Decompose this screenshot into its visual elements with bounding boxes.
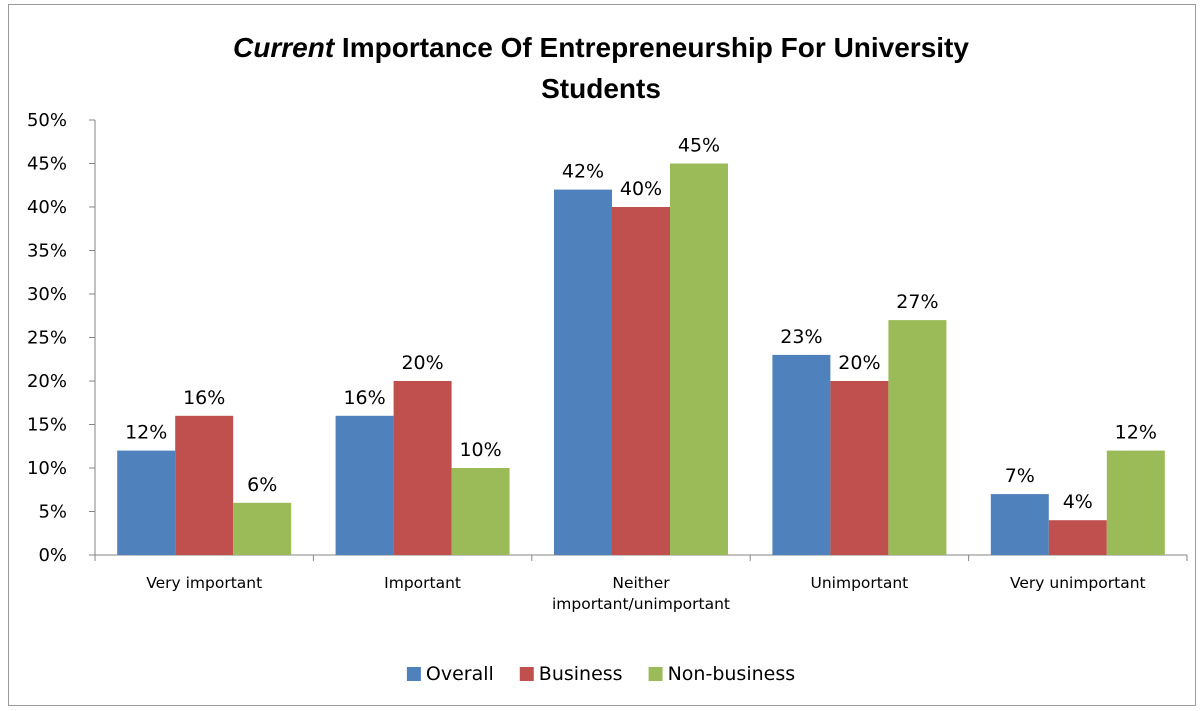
legend-label: Business — [539, 663, 623, 685]
data-label: 40% — [620, 178, 662, 200]
bar — [1106, 450, 1165, 555]
y-tick-label: 45% — [27, 154, 67, 175]
bar — [772, 354, 831, 555]
data-label: 23% — [780, 326, 822, 348]
y-tick-label: 50% — [27, 110, 67, 131]
y-tick-label: 15% — [27, 415, 67, 436]
bar — [990, 494, 1049, 555]
y-tick-label: 0% — [38, 545, 67, 566]
legend-swatch — [648, 667, 663, 681]
y-tick-label: 30% — [27, 284, 67, 305]
legend-label: Overall — [426, 663, 494, 685]
bar — [117, 450, 176, 555]
y-tick-label: 10% — [27, 458, 67, 479]
bar — [612, 207, 670, 555]
x-category-label: Very important — [146, 574, 262, 592]
data-label: 12% — [1115, 422, 1157, 444]
y-axis: 0% 5% 10% 15% 20% 25% 30% 35% 40% 45% 50% — [27, 110, 96, 566]
x-category-label: Important — [384, 574, 461, 592]
bar — [888, 320, 947, 555]
data-label: 20% — [401, 352, 443, 374]
y-tick-label: 5% — [38, 502, 67, 523]
data-label: 10% — [459, 439, 501, 461]
data-label: 27% — [896, 291, 938, 313]
bar — [451, 468, 510, 555]
data-label: 4% — [1063, 491, 1093, 513]
data-labels: 12% 16% 6% 16% 20% 10% 42% 40% 45% 23% 20% 27% 7% 4% 1… — [125, 135, 1157, 514]
data-label: 16% — [343, 387, 385, 409]
y-tick-label: 40% — [27, 197, 67, 218]
bar — [830, 381, 889, 555]
bars — [117, 163, 1165, 555]
bar — [233, 502, 292, 555]
x-category-label: Very unimportant — [1010, 574, 1146, 592]
y-tick-label: 25% — [27, 328, 67, 349]
y-tick-label: 20% — [27, 371, 67, 392]
data-label: 7% — [1005, 465, 1035, 487]
y-tick-label: 35% — [27, 241, 67, 262]
chart-title-line2: Students — [541, 73, 661, 104]
x-axis: Very important Important Neither important/… — [94, 554, 1188, 613]
bar — [335, 415, 394, 555]
chart-title-rest: Importance Of Entrepreneurship For Unive… — [334, 32, 969, 63]
legend-swatch — [406, 667, 421, 681]
data-label: 12% — [125, 422, 167, 444]
bar — [554, 189, 612, 555]
bar — [175, 415, 234, 555]
legend-swatch — [519, 667, 534, 681]
data-label: 42% — [562, 161, 604, 183]
legend-label: Non-business — [668, 663, 796, 685]
x-category-label: Neither important/unimportant — [552, 574, 730, 613]
data-label: 6% — [247, 474, 277, 496]
data-label: 16% — [183, 387, 225, 409]
legend: Overall Business Non-business — [406, 663, 796, 685]
x-category-label: Unimportant — [811, 574, 909, 592]
chart-title-line1: Current Importance Of Entrepreneurship F… — [233, 32, 969, 63]
data-label: 20% — [838, 352, 880, 374]
bar — [670, 163, 728, 555]
data-label: 45% — [678, 135, 720, 157]
bar — [393, 381, 452, 555]
chart-title-emphasis: Current — [233, 32, 336, 63]
bar — [1048, 520, 1107, 555]
